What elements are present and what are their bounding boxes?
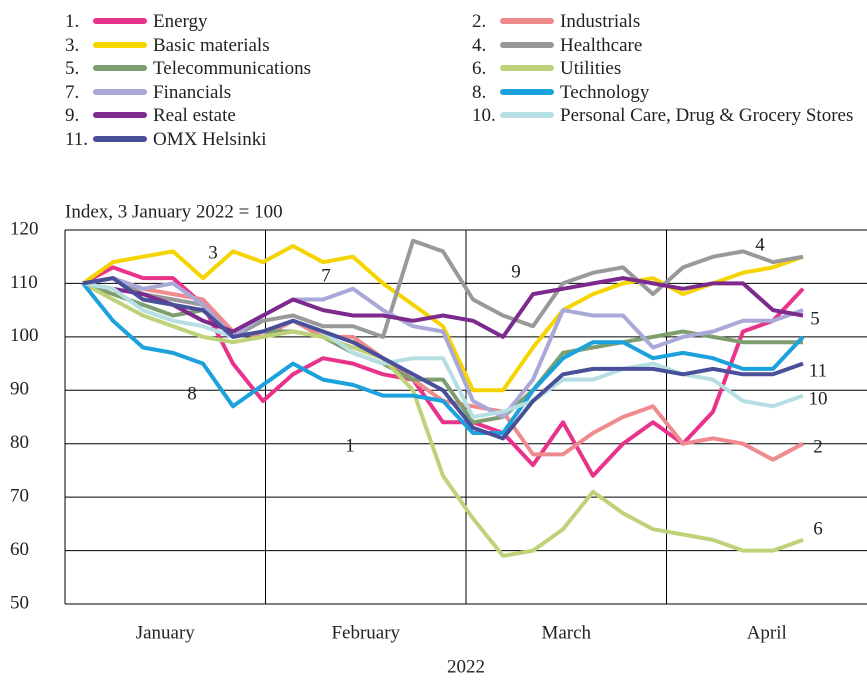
line-annotation: 3 xyxy=(208,242,218,263)
legend-label: Basic materials xyxy=(153,34,270,56)
x-tick-label: March xyxy=(541,622,591,643)
legend-number: 4. xyxy=(472,34,487,56)
series-line xyxy=(81,282,805,435)
legend-item: 8. Technology xyxy=(472,81,867,104)
legend-number: 1. xyxy=(65,11,80,32)
legend-label: Real estate xyxy=(153,105,236,126)
legend-label: Telecommunications xyxy=(153,58,312,79)
line-annotation: 7 xyxy=(321,265,331,286)
legend-swatch xyxy=(93,88,147,95)
x-tick-label: February xyxy=(331,622,400,643)
legend-number: 7. xyxy=(65,81,80,103)
y-axis-label: Index, 3 January 2022 = 100 xyxy=(65,201,283,222)
legend-number: 3. xyxy=(65,34,80,56)
legend-swatch xyxy=(93,65,147,71)
legend-item: 10. Personal Care, Drug & Grocery Stores xyxy=(472,104,867,127)
legend-swatch xyxy=(500,41,554,48)
legend-item: 3. Basic materials xyxy=(65,34,473,57)
y-tick-label: 90 xyxy=(10,379,29,400)
y-tick-label: 110 xyxy=(10,272,38,293)
legend-label: Financials xyxy=(153,81,232,103)
legend-number: 5. xyxy=(65,58,80,79)
legend-number: 10. xyxy=(472,105,496,126)
series-line xyxy=(82,281,804,558)
y-tick-label: 120 xyxy=(10,218,39,239)
legend-item: 6. Utilities xyxy=(472,57,867,80)
legend-item: 9. Real estate xyxy=(65,104,473,127)
series-line xyxy=(82,276,804,339)
legend-swatch xyxy=(93,18,147,24)
line-annotation: 6 xyxy=(813,518,823,539)
legend-item: 7. Financials xyxy=(65,81,473,104)
legend-swatch xyxy=(500,65,554,71)
legend-swatch xyxy=(500,88,554,95)
line-annotation: 4 xyxy=(755,234,765,255)
legend-label: Technology xyxy=(560,81,650,103)
line-annotation: 2 xyxy=(813,436,823,457)
legend-number: 2. xyxy=(472,11,487,32)
y-tick-label: 60 xyxy=(10,539,29,560)
legend-swatch xyxy=(500,18,554,24)
line-annotation: 5 xyxy=(810,308,820,329)
legend-swatch xyxy=(500,112,554,118)
y-tick-label: 100 xyxy=(10,325,39,346)
series-line xyxy=(82,276,804,441)
x-tick-label: January xyxy=(136,622,196,643)
legend-item: 2. Industrials xyxy=(472,10,867,33)
line-annotation: 9 xyxy=(511,261,521,282)
y-tick-label: 70 xyxy=(10,486,29,507)
legend-swatch xyxy=(93,112,147,118)
legend-item: 11. OMX Helsinki xyxy=(65,128,473,151)
y-tick-label: 80 xyxy=(10,432,29,453)
legend-item: 1. Energy xyxy=(65,10,473,33)
line-annotation: 10 xyxy=(809,388,828,409)
legend-number: 6. xyxy=(472,58,487,79)
line-annotation: 11 xyxy=(809,360,827,381)
legend-label: Industrials xyxy=(560,11,641,32)
legend-number: 9. xyxy=(65,105,80,126)
legend-label: Personal Care, Drug & Grocery Stores xyxy=(560,105,854,126)
x-axis-label: 2022 xyxy=(447,656,485,677)
legend-label: OMX Helsinki xyxy=(153,128,267,150)
legend-number: 8. xyxy=(472,81,487,103)
legend-label: Healthcare xyxy=(560,34,643,56)
y-tick-label: 50 xyxy=(10,592,29,613)
legend-swatch xyxy=(93,41,147,48)
legend-item: 4. Healthcare xyxy=(472,34,867,57)
legend-item: 5. Telecommunications xyxy=(65,57,473,80)
series-line xyxy=(82,276,804,419)
legend-swatch xyxy=(93,135,147,142)
legend-label: Utilities xyxy=(560,58,622,79)
legend-number: 11. xyxy=(65,128,89,150)
line-annotation: 8 xyxy=(187,383,197,404)
legend-label: Energy xyxy=(153,11,208,32)
x-tick-label: April xyxy=(747,622,787,643)
line-annotation: 1 xyxy=(345,435,355,456)
series-line xyxy=(81,244,804,393)
